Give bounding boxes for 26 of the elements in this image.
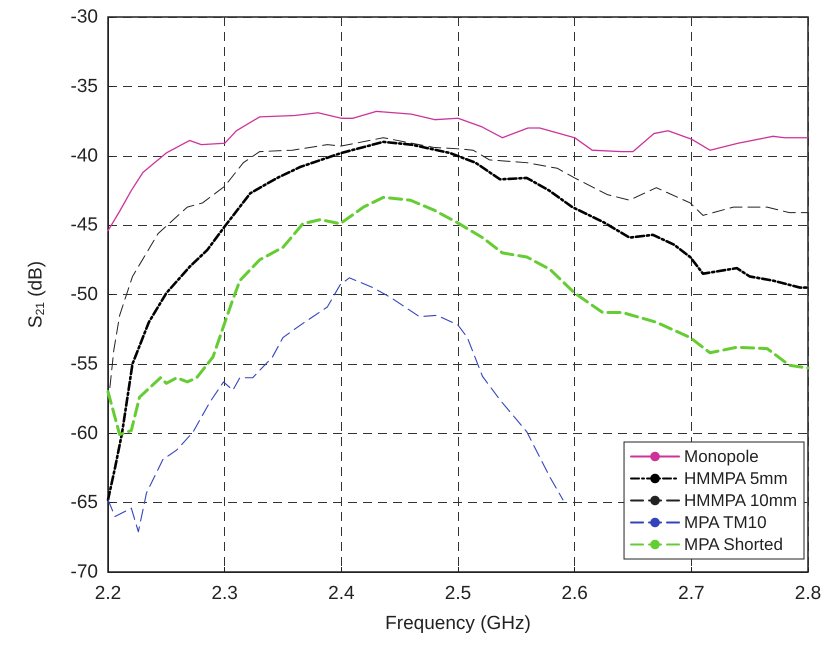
y-tick-label: -40: [70, 145, 98, 166]
line-series: [107, 277, 564, 532]
y-tick-label: -55: [70, 353, 98, 374]
x-tick-label: 2.4: [328, 583, 355, 604]
x-tick-label: 2.8: [794, 583, 822, 604]
x-tick-label: 2.7: [678, 583, 705, 604]
x-tick-label: 2.3: [211, 583, 238, 604]
y-tick-label: -65: [70, 492, 98, 514]
legend-label: Monopole: [684, 447, 759, 466]
x-tick-label: 2.2: [94, 583, 122, 604]
line-series: [107, 110, 809, 232]
x-tick-label: 2.5: [444, 583, 472, 604]
x-tick-label: 2.6: [561, 583, 588, 604]
y-tick-label: -30: [70, 6, 98, 28]
line-series: [106, 196, 810, 436]
y-tick-label: -50: [70, 284, 98, 305]
y-tick-label: -70: [70, 562, 98, 582]
y-tick-label: -60: [70, 422, 98, 444]
legend-label: MPA Shorted: [684, 535, 783, 554]
y-axis-title: S21 (dB): [26, 260, 47, 328]
legend-label: HMMPA 10mm: [684, 491, 798, 510]
y-tick-label: -45: [70, 214, 98, 236]
y-tick-label: -35: [70, 76, 98, 97]
legend-label: HMMPA 5mm: [684, 469, 788, 488]
legend-label: MPA TM10: [684, 513, 767, 532]
x-axis-title: Frequency (GHz): [385, 613, 531, 634]
